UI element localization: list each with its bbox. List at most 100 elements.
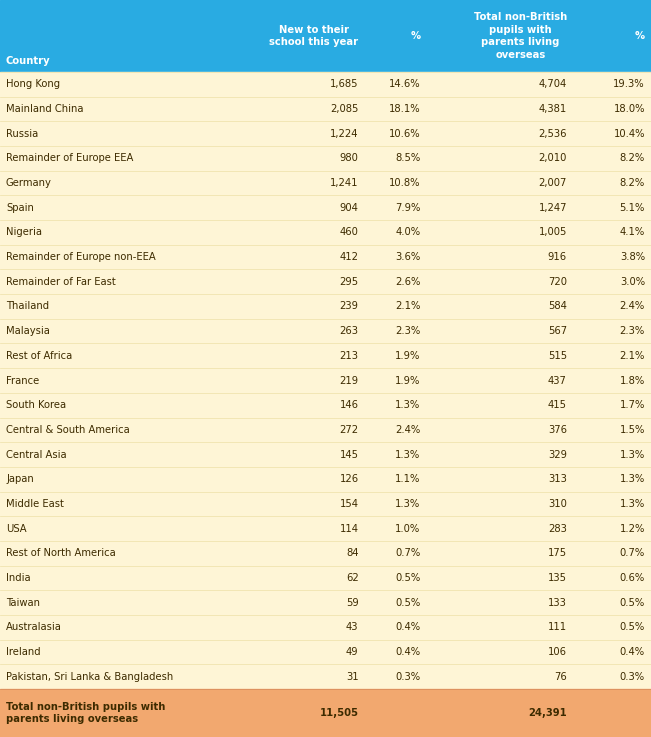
Text: Taiwan: Taiwan	[6, 598, 40, 607]
Text: 1,241: 1,241	[330, 178, 359, 188]
Text: 329: 329	[548, 450, 567, 460]
Text: 18.1%: 18.1%	[389, 104, 421, 114]
Text: 1.3%: 1.3%	[395, 400, 421, 411]
Text: 1.3%: 1.3%	[395, 450, 421, 460]
Text: 1,247: 1,247	[538, 203, 567, 213]
Text: 114: 114	[340, 523, 359, 534]
Text: 5.1%: 5.1%	[620, 203, 645, 213]
Bar	[0, 122, 651, 146]
Text: 10.4%: 10.4%	[613, 129, 645, 139]
Text: 2.1%: 2.1%	[620, 351, 645, 361]
Text: 584: 584	[548, 301, 567, 312]
Text: 62: 62	[346, 573, 359, 583]
Text: 31: 31	[346, 671, 359, 682]
Bar	[0, 220, 651, 245]
Text: 1,685: 1,685	[330, 80, 359, 89]
Text: 1,224: 1,224	[330, 129, 359, 139]
Bar	[0, 393, 651, 418]
Text: Thailand: Thailand	[6, 301, 49, 312]
Text: 84: 84	[346, 548, 359, 558]
Bar	[0, 664, 651, 689]
Text: New to their
school this year: New to their school this year	[270, 25, 359, 47]
Text: 313: 313	[548, 474, 567, 484]
Text: Pakistan, Sri Lanka & Bangladesh: Pakistan, Sri Lanka & Bangladesh	[6, 671, 173, 682]
Text: 0.4%: 0.4%	[620, 647, 645, 657]
Text: 272: 272	[339, 425, 359, 435]
Text: 213: 213	[340, 351, 359, 361]
Text: 0.5%: 0.5%	[620, 598, 645, 607]
Text: 415: 415	[548, 400, 567, 411]
Bar	[0, 245, 651, 270]
Text: 1.0%: 1.0%	[395, 523, 421, 534]
Text: 0.3%: 0.3%	[395, 671, 421, 682]
Text: Germany: Germany	[6, 178, 52, 188]
Text: Rest of Africa: Rest of Africa	[6, 351, 72, 361]
Bar	[0, 467, 651, 492]
Bar	[0, 319, 651, 343]
Text: Country: Country	[6, 56, 51, 66]
Text: 145: 145	[340, 450, 359, 460]
Text: 0.5%: 0.5%	[395, 573, 421, 583]
Text: 4,704: 4,704	[538, 80, 567, 89]
Text: 133: 133	[548, 598, 567, 607]
Text: 1.9%: 1.9%	[395, 375, 421, 385]
Text: Rest of North America: Rest of North America	[6, 548, 116, 558]
Text: 0.7%: 0.7%	[395, 548, 421, 558]
Text: 1.3%: 1.3%	[620, 499, 645, 509]
Text: 135: 135	[548, 573, 567, 583]
Bar	[0, 640, 651, 664]
Bar	[0, 195, 651, 220]
Text: 24,391: 24,391	[528, 708, 567, 718]
Text: 1.3%: 1.3%	[620, 474, 645, 484]
Text: 980: 980	[340, 153, 359, 164]
Text: Australasia: Australasia	[6, 622, 62, 632]
Text: 59: 59	[346, 598, 359, 607]
Bar	[0, 590, 651, 615]
Text: %: %	[410, 31, 421, 41]
Text: Total non-British pupils with
parents living overseas: Total non-British pupils with parents li…	[6, 702, 165, 724]
Bar	[0, 615, 651, 640]
Text: France: France	[6, 375, 39, 385]
Text: 1.5%: 1.5%	[620, 425, 645, 435]
Text: South Korea: South Korea	[6, 400, 66, 411]
Text: 263: 263	[340, 326, 359, 336]
Text: India: India	[6, 573, 31, 583]
Text: 0.5%: 0.5%	[395, 598, 421, 607]
Text: 0.6%: 0.6%	[620, 573, 645, 583]
Text: 10.6%: 10.6%	[389, 129, 421, 139]
Text: Mainland China: Mainland China	[6, 104, 83, 114]
Text: 0.4%: 0.4%	[395, 622, 421, 632]
Text: 2.3%: 2.3%	[620, 326, 645, 336]
Text: 1.3%: 1.3%	[395, 499, 421, 509]
Text: 10.8%: 10.8%	[389, 178, 421, 188]
Text: 2.1%: 2.1%	[395, 301, 421, 312]
Text: 11,505: 11,505	[320, 708, 359, 718]
Text: 376: 376	[548, 425, 567, 435]
Text: Central Asia: Central Asia	[6, 450, 66, 460]
Bar	[0, 171, 651, 195]
Text: 437: 437	[548, 375, 567, 385]
Text: 8.2%: 8.2%	[620, 153, 645, 164]
Text: 0.5%: 0.5%	[620, 622, 645, 632]
Text: 175: 175	[547, 548, 567, 558]
Bar	[0, 541, 651, 565]
Text: 14.6%: 14.6%	[389, 80, 421, 89]
Text: 0.4%: 0.4%	[395, 647, 421, 657]
Text: 8.5%: 8.5%	[395, 153, 421, 164]
Text: 2,010: 2,010	[538, 153, 567, 164]
Bar	[0, 689, 651, 737]
Text: 146: 146	[340, 400, 359, 411]
Text: 0.3%: 0.3%	[620, 671, 645, 682]
Text: Hong Kong: Hong Kong	[6, 80, 60, 89]
Text: 310: 310	[548, 499, 567, 509]
Text: 904: 904	[340, 203, 359, 213]
Text: 295: 295	[339, 277, 359, 287]
Text: Remainder of Far East: Remainder of Far East	[6, 277, 116, 287]
Text: 4,381: 4,381	[538, 104, 567, 114]
Bar	[0, 442, 651, 467]
Bar	[0, 270, 651, 294]
Text: %: %	[635, 31, 645, 41]
Bar	[0, 516, 651, 541]
Text: 76: 76	[554, 671, 567, 682]
Text: 43: 43	[346, 622, 359, 632]
